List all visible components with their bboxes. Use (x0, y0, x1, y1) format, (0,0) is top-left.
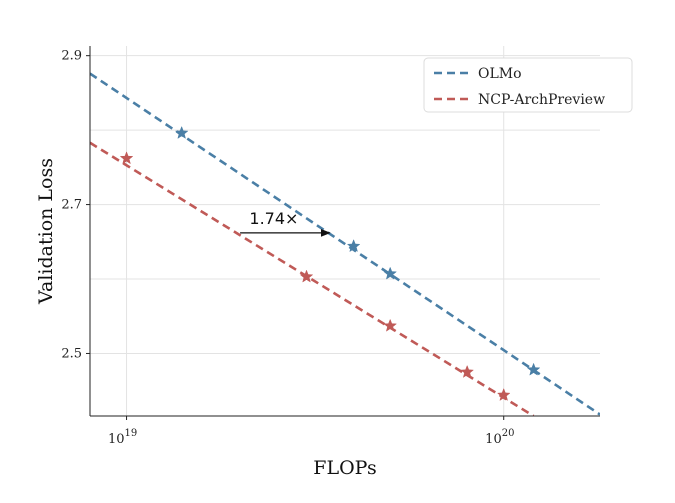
data-point-ncp-archpreview (299, 269, 314, 283)
fit-line-ncp-archpreview (90, 141, 535, 416)
data-point-ncp-archpreview (383, 318, 398, 332)
data-point-ncp-archpreview (119, 151, 134, 165)
y-tick-label: 2.9 (61, 49, 82, 64)
x-axis-label: FLOPs (313, 457, 376, 479)
x-tick-base: 10 (485, 432, 502, 447)
fit-line-olmo (90, 72, 600, 416)
legend-item: NCP-ArchPreview (434, 92, 605, 108)
data-point-olmo (383, 266, 398, 280)
y-tick-label: 2.5 (61, 346, 82, 361)
data-point-ncp-archpreview (460, 364, 475, 378)
legend-box (423, 57, 633, 113)
data-point-olmo (174, 125, 189, 139)
legend: OLMo NCP-ArchPreview (423, 57, 633, 113)
y-axis-label: Validation Loss (35, 158, 57, 305)
x-tick-label: 10 20 (485, 428, 514, 447)
x-tick-exponent: 20 (502, 428, 515, 439)
y-tick-label: 2.7 (61, 198, 82, 213)
data-points (119, 125, 541, 401)
x-tick-exponent: 19 (125, 428, 138, 439)
x-tick-labels: 10 19 10 20 (108, 416, 514, 447)
x-tick-label: 10 19 (108, 428, 137, 447)
legend-label: OLMo (478, 66, 522, 82)
data-point-olmo (526, 362, 541, 376)
data-point-olmo (346, 239, 361, 253)
legend-item: OLMo (434, 66, 522, 82)
legend-label: NCP-ArchPreview (478, 92, 605, 108)
y-tick-labels: 2.5 2.7 2.9 (61, 49, 90, 361)
annotations: 1.74× (240, 209, 331, 237)
fit-lines (90, 72, 600, 416)
data-point-ncp-archpreview (496, 387, 511, 401)
plot-area: 1.74× (90, 72, 600, 416)
x-tick-base: 10 (108, 432, 125, 447)
annotation-label: 1.74× (249, 209, 298, 228)
